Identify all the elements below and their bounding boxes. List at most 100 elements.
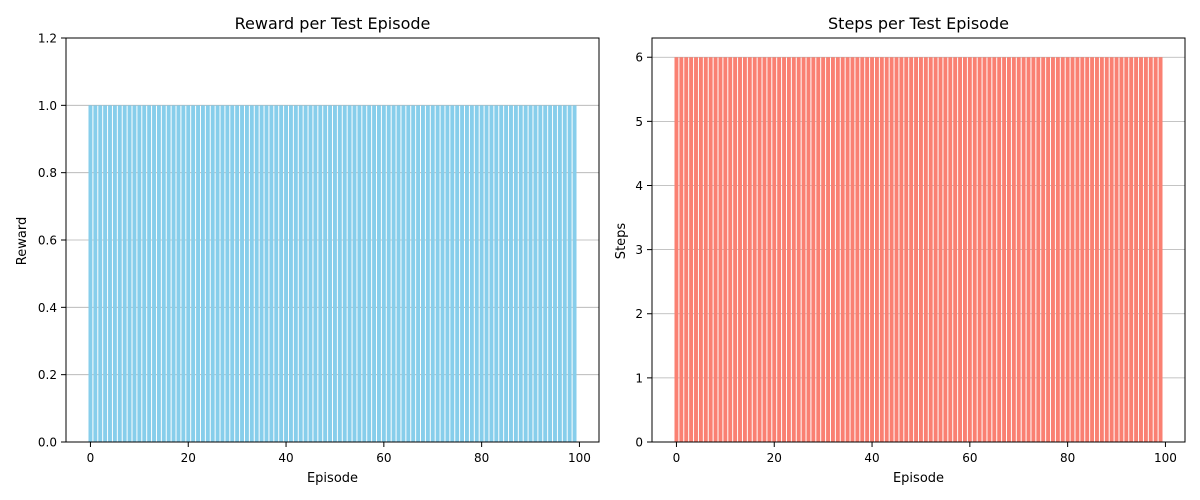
steps-bar <box>1041 57 1046 442</box>
steps-bar <box>694 57 698 442</box>
reward-bar <box>513 105 518 442</box>
steps-bar <box>718 57 723 442</box>
reward-bar <box>137 105 142 442</box>
reward-y-tick-label: 0.4 <box>38 301 57 315</box>
reward-bar <box>474 105 479 442</box>
steps-bar <box>918 57 923 442</box>
steps-bar <box>1007 57 1011 442</box>
steps-bar <box>689 57 694 442</box>
reward-chart-panel: Reward per Test Episode Episode Reward 0… <box>15 14 600 486</box>
reward-chart-bars <box>88 105 577 442</box>
steps-bar <box>1046 57 1051 442</box>
reward-y-tick-label: 1.2 <box>38 32 57 46</box>
steps-chart-y-axis: 0 1 2 3 4 5 6 <box>635 51 652 450</box>
steps-bar <box>1109 57 1114 442</box>
reward-y-tick-label: 0.8 <box>38 166 57 180</box>
steps-bar <box>747 57 752 442</box>
steps-bar <box>767 57 772 442</box>
steps-bar <box>1124 57 1129 442</box>
steps-bar <box>1070 57 1075 442</box>
steps-bar <box>992 57 997 442</box>
steps-bar <box>791 57 796 442</box>
reward-bar <box>362 105 367 442</box>
reward-bar <box>381 105 386 442</box>
steps-bar <box>1036 57 1041 442</box>
reward-bar <box>293 105 298 442</box>
reward-chart-ylabel: Reward <box>15 217 30 265</box>
reward-bar <box>562 105 567 442</box>
steps-bar <box>1129 57 1134 442</box>
reward-bar <box>279 105 284 442</box>
steps-bar <box>909 57 914 442</box>
steps-bar <box>1080 57 1085 442</box>
steps-bar <box>850 57 855 442</box>
steps-y-tick-label: 6 <box>635 51 643 65</box>
reward-bar <box>298 105 303 442</box>
steps-bar <box>752 57 757 442</box>
steps-bar <box>826 57 830 442</box>
steps-bar <box>962 57 967 442</box>
reward-bar <box>249 105 254 442</box>
steps-bar <box>757 57 762 442</box>
steps-bar <box>1055 57 1060 442</box>
steps-bar <box>860 57 865 442</box>
steps-bar <box>698 57 703 442</box>
reward-bar <box>460 105 465 442</box>
reward-x-tick-label: 60 <box>376 451 391 465</box>
steps-bar <box>762 57 767 442</box>
steps-bar <box>777 57 782 442</box>
reward-bar <box>332 105 337 442</box>
steps-x-tick-label: 100 <box>1154 451 1177 465</box>
reward-bar <box>288 105 293 442</box>
reward-bar <box>108 105 112 442</box>
reward-bar <box>435 105 440 442</box>
reward-bar <box>347 105 352 442</box>
steps-chart-frame <box>651 37 1186 443</box>
reward-x-tick-label: 80 <box>474 451 489 465</box>
steps-x-tick-label: 40 <box>864 451 879 465</box>
reward-bar <box>244 105 249 442</box>
steps-bar <box>894 57 899 442</box>
steps-bar <box>1065 57 1070 442</box>
reward-bar <box>117 105 122 442</box>
steps-bar <box>1021 57 1026 442</box>
steps-x-tick-label: 80 <box>1060 451 1075 465</box>
reward-bar <box>342 105 347 442</box>
reward-bar <box>411 105 416 442</box>
reward-bar <box>567 105 572 442</box>
steps-bar <box>1158 57 1163 442</box>
steps-bar <box>684 57 689 442</box>
steps-bar <box>728 57 733 442</box>
reward-bar <box>323 105 328 442</box>
reward-bar <box>166 105 171 442</box>
steps-bar <box>977 57 982 442</box>
reward-bar <box>445 105 450 442</box>
reward-bar <box>147 105 152 442</box>
reward-bar <box>376 105 381 442</box>
reward-bar <box>528 105 533 442</box>
steps-x-tick-label: 0 <box>673 451 681 465</box>
reward-bar <box>225 105 230 442</box>
reward-bar <box>401 105 406 442</box>
steps-bar <box>938 57 943 442</box>
steps-chart-bars <box>674 57 1163 442</box>
reward-bar <box>254 105 259 442</box>
steps-bar <box>1139 57 1143 442</box>
steps-chart-title: Steps per Test Episode <box>828 14 1009 33</box>
steps-y-tick-label: 5 <box>635 115 643 129</box>
reward-bar <box>156 105 161 442</box>
reward-bar <box>494 105 499 442</box>
steps-bar <box>972 57 977 442</box>
reward-bar <box>191 105 196 442</box>
steps-bar <box>914 57 919 442</box>
reward-bar <box>186 105 191 442</box>
steps-chart-x-axis: 0 20 40 60 80 100 <box>673 442 1177 465</box>
reward-bar <box>235 105 240 442</box>
steps-bar <box>1104 57 1109 442</box>
reward-bar <box>88 105 93 442</box>
reward-bar <box>205 105 210 442</box>
reward-bar <box>523 105 528 442</box>
reward-bar <box>161 105 166 442</box>
reward-bar <box>391 105 396 442</box>
reward-bar <box>176 105 181 442</box>
